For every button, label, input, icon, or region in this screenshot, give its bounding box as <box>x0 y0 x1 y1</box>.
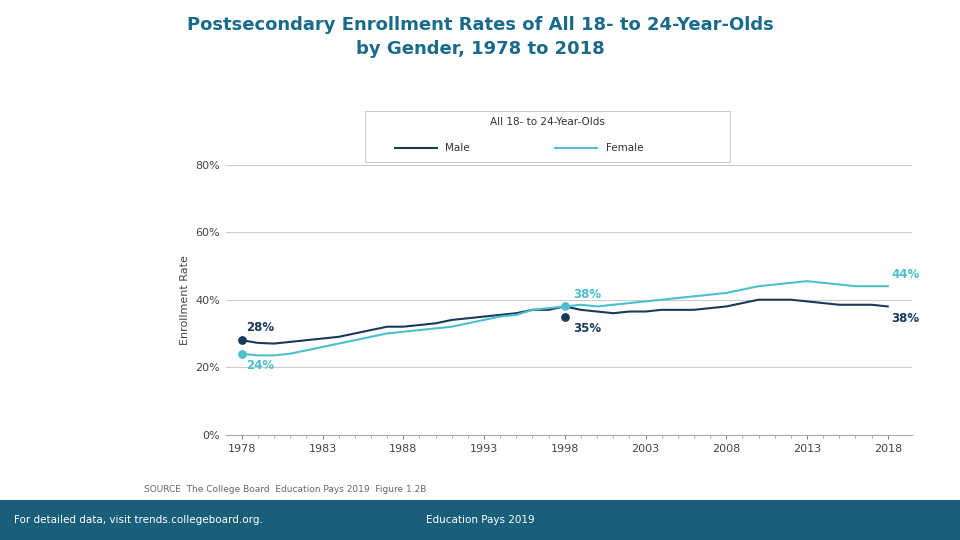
Y-axis label: Enrollment Rate: Enrollment Rate <box>180 255 190 345</box>
Text: Male: Male <box>445 143 469 153</box>
Text: 44%: 44% <box>891 268 920 281</box>
Text: 24%: 24% <box>247 360 275 373</box>
Point <box>234 336 250 345</box>
Text: 35%: 35% <box>573 322 601 335</box>
Text: Female: Female <box>606 143 643 153</box>
Text: 28%: 28% <box>247 321 275 334</box>
Text: SOURCE  The College Board  Education Pays 2019  Figure 1.2B: SOURCE The College Board Education Pays … <box>144 485 426 494</box>
Text: Education Pays 2019: Education Pays 2019 <box>425 515 535 525</box>
Text: 38%: 38% <box>573 288 601 301</box>
Point <box>234 349 250 358</box>
Point <box>557 302 572 310</box>
Text: For detailed data, visit trends.collegeboard.org.: For detailed data, visit trends.collegeb… <box>14 515 263 525</box>
Point <box>557 312 572 321</box>
Text: Postsecondary Enrollment Rates of All 18- to 24-Year-Olds
by Gender, 1978 to 201: Postsecondary Enrollment Rates of All 18… <box>186 16 774 58</box>
Text: All 18- to 24-Year-Olds: All 18- to 24-Year-Olds <box>490 117 605 127</box>
Text: 38%: 38% <box>891 312 919 325</box>
